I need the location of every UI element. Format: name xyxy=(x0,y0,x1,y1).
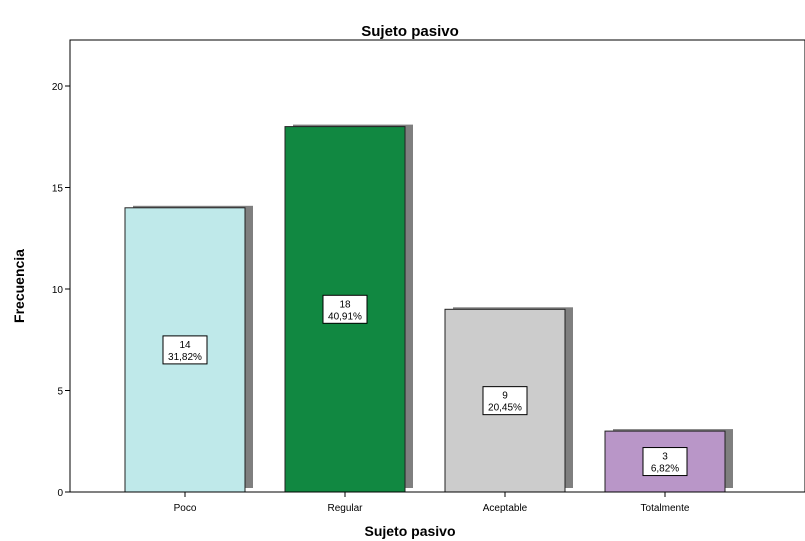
y-axis-title: Frecuencia xyxy=(11,249,27,323)
y-tick-label: 10 xyxy=(52,285,64,296)
data-label: 920,45% xyxy=(482,386,528,416)
data-label-box xyxy=(162,335,208,365)
axes-layer: 0 5 10 15 20 Poco Regular Aceptable Totalmente xyxy=(52,40,805,514)
data-label-percent: 20,45% xyxy=(488,403,522,414)
data-label-count: 9 xyxy=(502,391,508,402)
chart-title: Sujeto pasivo xyxy=(361,23,459,40)
data-label-percent: 40,91% xyxy=(328,311,362,322)
data-label-box xyxy=(642,447,688,477)
data-label-percent: 31,82% xyxy=(168,352,202,363)
y-tick-label: 0 xyxy=(57,488,63,499)
data-label-box xyxy=(322,294,368,324)
data-label: 36,82% xyxy=(642,447,688,477)
data-label-count: 18 xyxy=(339,299,351,310)
x-tick-label: Poco xyxy=(174,503,197,514)
y-tick-label: 20 xyxy=(52,82,64,93)
x-tick-label: Aceptable xyxy=(483,503,528,514)
x-tick-label: Totalmente xyxy=(641,503,690,514)
data-label-count: 3 xyxy=(662,452,668,463)
y-tick-label: 5 xyxy=(57,387,63,398)
x-tick-label: Regular xyxy=(327,503,363,514)
y-tick-label: 15 xyxy=(52,184,64,195)
x-axis-title: Sujeto pasivo xyxy=(364,523,455,539)
data-label-count: 14 xyxy=(179,340,191,351)
data-label-box xyxy=(482,386,528,416)
data-label-percent: 6,82% xyxy=(651,464,679,475)
